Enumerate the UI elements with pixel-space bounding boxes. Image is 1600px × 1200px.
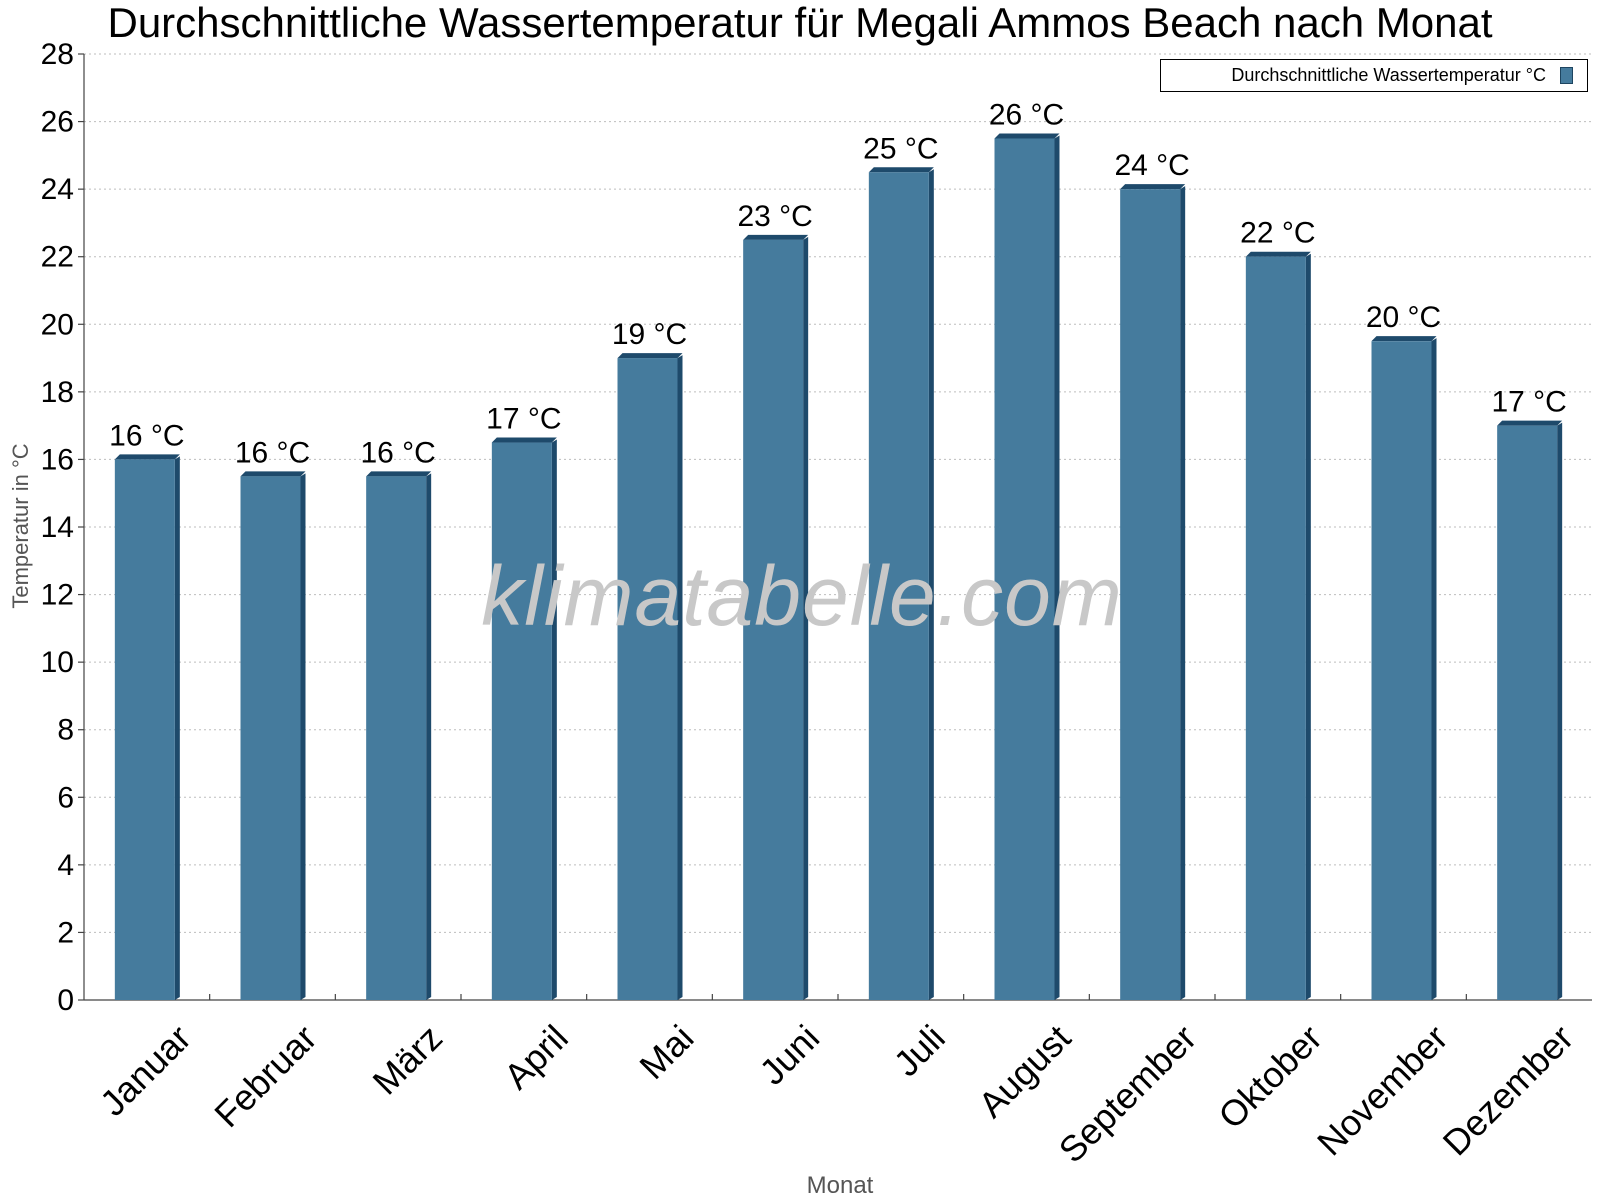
x-tick-label: März — [365, 1017, 451, 1103]
x-tick-label: Januar — [92, 1017, 199, 1124]
x-tick-label: Februar — [206, 1017, 324, 1135]
y-tick-label: 4 — [57, 849, 74, 882]
bar-top — [241, 471, 306, 476]
bar — [366, 476, 426, 1000]
x-tick-label: August — [970, 1017, 1078, 1125]
bar-side — [1306, 254, 1311, 1000]
bar-side — [175, 456, 180, 1000]
bar-side — [678, 355, 683, 1000]
y-tick-label: 26 — [41, 106, 74, 139]
data-label: 17 °C — [486, 403, 561, 436]
bar-side — [301, 473, 306, 1000]
legend-label: Durchschnittliche Wassertemperatur °C — [1231, 65, 1546, 86]
x-tick-label: Dezember — [1435, 1017, 1581, 1163]
y-tick-label: 24 — [41, 173, 74, 206]
bar-top — [492, 438, 557, 443]
legend: Durchschnittliche Wassertemperatur °C — [1160, 59, 1588, 92]
bar-side — [929, 169, 934, 1000]
x-tick-label: November — [1309, 1017, 1455, 1163]
data-label: 16 °C — [109, 419, 184, 452]
bar — [1246, 257, 1306, 1000]
bar-top — [995, 133, 1060, 138]
data-label: 16 °C — [360, 436, 435, 469]
bar-top — [1120, 184, 1185, 189]
y-tick-label: 12 — [41, 579, 74, 612]
bar — [1497, 426, 1557, 1000]
data-label: 26 °C — [989, 98, 1064, 131]
y-tick-label: 10 — [41, 646, 74, 679]
data-label: 22 °C — [1240, 217, 1315, 250]
data-label: 16 °C — [235, 436, 310, 469]
bar — [492, 443, 552, 1000]
bar — [869, 172, 929, 1000]
data-label: 24 °C — [1114, 149, 1189, 182]
bar — [1372, 341, 1432, 1000]
x-tick-label: Juni — [751, 1017, 827, 1093]
bar-top — [618, 353, 683, 358]
x-tick-label: Juli — [886, 1017, 953, 1084]
bar-side — [1432, 338, 1437, 1000]
bar — [743, 240, 803, 1000]
y-axis-title: Temperatur in °C — [8, 443, 34, 608]
bar-side — [1055, 135, 1060, 1000]
x-tick-label: April — [496, 1017, 576, 1097]
data-label: 23 °C — [737, 200, 812, 233]
x-tick-label: Oktober — [1210, 1017, 1330, 1137]
bar — [115, 459, 175, 1000]
bar-side — [552, 440, 557, 1000]
y-tick-label: 2 — [57, 916, 74, 949]
bar-side — [1180, 186, 1185, 1000]
y-tick-label: 20 — [41, 308, 74, 341]
data-label: 25 °C — [863, 132, 938, 165]
y-tick-label: 8 — [57, 714, 74, 747]
bar — [995, 138, 1055, 1000]
bar-top — [1497, 421, 1562, 426]
y-tick-label: 6 — [57, 781, 74, 814]
y-tick-label: 16 — [41, 443, 74, 476]
y-tick-label: 28 — [41, 38, 74, 71]
bar-top — [366, 471, 431, 476]
bar-side — [1557, 423, 1562, 1000]
legend-swatch — [1560, 67, 1573, 84]
y-tick-label: 0 — [57, 984, 74, 1017]
x-tick-label: September — [1051, 1017, 1205, 1171]
data-label: 19 °C — [612, 318, 687, 351]
bar-top — [1246, 252, 1311, 257]
bar — [618, 358, 678, 1000]
y-tick-label: 22 — [41, 241, 74, 274]
bar-top — [1372, 336, 1437, 341]
x-tick-label: Mai — [631, 1017, 701, 1087]
bar-side — [803, 237, 808, 1000]
y-tick-label: 18 — [41, 376, 74, 409]
bar-top — [115, 454, 180, 459]
data-label: 17 °C — [1491, 386, 1566, 419]
y-tick-label: 14 — [41, 511, 74, 544]
bar — [1120, 189, 1180, 1000]
bar-top — [869, 167, 934, 172]
bar — [241, 476, 301, 1000]
data-label: 20 °C — [1366, 301, 1441, 334]
x-axis-title: Monat — [807, 1172, 874, 1200]
bar-side — [426, 473, 431, 1000]
bar-top — [743, 235, 808, 240]
